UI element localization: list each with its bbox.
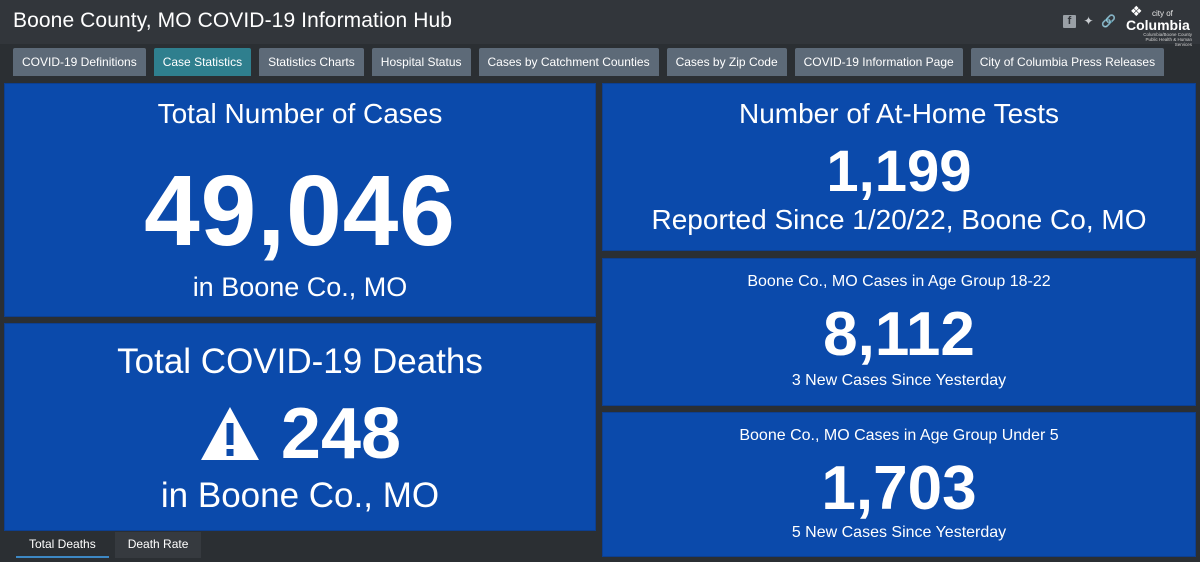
age-18-22-subtitle: 3 New Cases Since Yesterday: [791, 372, 1007, 389]
tab-hospital-status[interactable]: Hospital Status: [371, 48, 471, 76]
tab-case-statistics[interactable]: Case Statistics: [153, 48, 252, 76]
age-18-22-value: 8,112: [823, 300, 975, 369]
home-tests-value: 1,199: [826, 139, 972, 204]
age-under-5-value: 1,703: [821, 454, 977, 523]
logo-mark-icon: ❖: [1130, 3, 1143, 19]
tab-total-deaths[interactable]: Total Deaths: [16, 532, 109, 558]
total-cases-value: 49,046: [144, 155, 456, 267]
age-18-22-title: Boone Co., MO Cases in Age Group 18-22: [747, 273, 1051, 290]
tab-catchment-counties[interactable]: Cases by Catchment Counties: [478, 48, 659, 76]
age-under-5-card: Boone Co., MO Cases in Age Group Under 5…: [602, 412, 1196, 557]
total-deaths-subtitle: in Boone Co., MO: [160, 476, 440, 515]
total-deaths-title: Total COVID-19 Deaths: [117, 342, 483, 381]
total-cases-title: Total Number of Cases: [157, 98, 443, 129]
app-title: Boone County, MO COVID-19 Information Hu…: [13, 9, 453, 32]
logo-small-text: city of: [1152, 9, 1173, 18]
home-tests-subtitle: Reported Since 1/20/22, Boone Co, MO: [651, 204, 1147, 235]
total-deaths-card: Total COVID-19 Deaths 248 in Boone Co., …: [4, 323, 596, 531]
age-under-5-subtitle: 5 New Cases Since Yesterday: [791, 524, 1007, 541]
facebook-icon[interactable]: f: [1063, 15, 1076, 28]
tab-bar: COVID-19 Definitions Case Statistics Sta…: [13, 48, 1165, 76]
home-tests-card: Number of At-Home Tests 1,199 Reported S…: [602, 83, 1196, 251]
tab-death-rate[interactable]: Death Rate: [114, 532, 202, 558]
age-18-22-card: Boone Co., MO Cases in Age Group 18-22 8…: [602, 258, 1196, 406]
logo-name: Columbia: [1126, 17, 1190, 33]
city-logo[interactable]: ❖ city of Columbia Columbia/Boone County…: [1124, 3, 1194, 47]
tab-zip-code[interactable]: Cases by Zip Code: [666, 48, 787, 76]
twitter-icon[interactable]: ✦: [1083, 14, 1094, 28]
total-cases-subtitle: in Boone Co., MO: [192, 272, 408, 302]
tab-covid-definitions[interactable]: COVID-19 Definitions: [13, 48, 146, 76]
social-links: f ✦ 🔗: [1063, 14, 1116, 28]
deaths-tab-bar: Total Deaths Death Rate: [16, 532, 202, 558]
age-under-5-title: Boone Co., MO Cases in Age Group Under 5: [739, 427, 1059, 444]
home-tests-title: Number of At-Home Tests: [738, 98, 1060, 129]
logo-subtitle: Columbia/Boone County Public Health & Hu…: [1143, 32, 1192, 47]
tab-press-releases[interactable]: City of Columbia Press Releases: [970, 48, 1165, 76]
link-icon[interactable]: 🔗: [1101, 14, 1116, 28]
total-deaths-value-row: 248: [5, 394, 595, 474]
total-deaths-value: 248: [280, 394, 402, 474]
total-cases-card: Total Number of Cases 49,046 in Boone Co…: [4, 83, 596, 317]
app-header: Boone County, MO COVID-19 Information Hu…: [0, 0, 1200, 47]
tab-statistics-charts[interactable]: Statistics Charts: [259, 48, 364, 76]
warning-icon: [200, 407, 259, 460]
tab-information-page[interactable]: COVID-19 Information Page: [794, 48, 963, 76]
